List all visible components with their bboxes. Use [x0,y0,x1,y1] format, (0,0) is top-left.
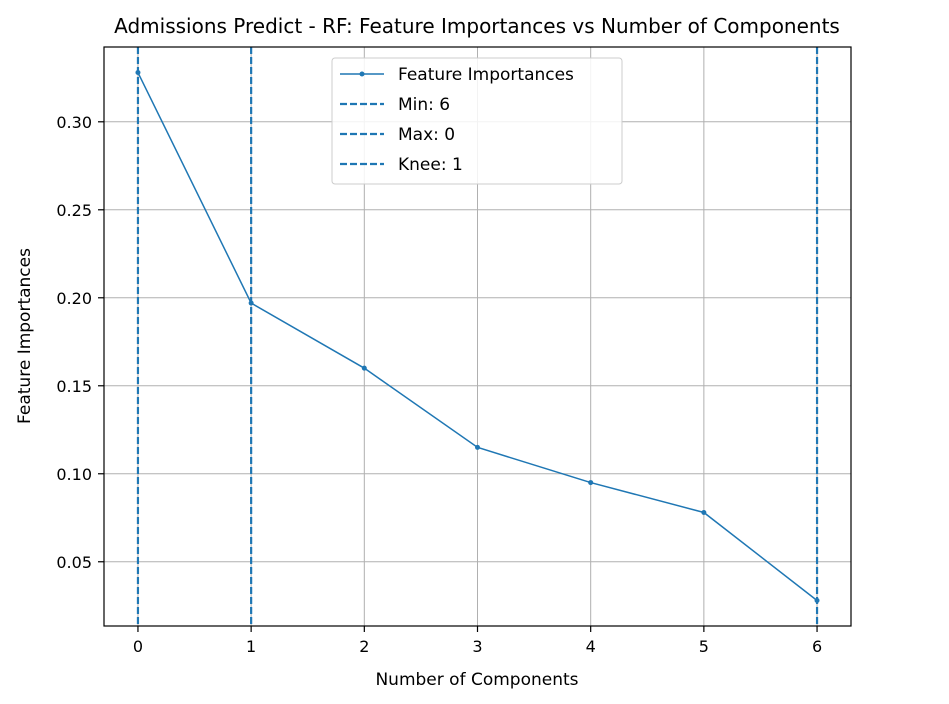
x-tick-label: 2 [359,637,369,656]
y-axis-label: Feature Importances [15,248,35,424]
data-point [361,365,367,371]
y-tick-label: 0.20 [56,289,92,308]
data-point [475,444,480,450]
x-tick-label: 4 [586,637,596,656]
y-tick-label: 0.25 [56,201,92,220]
y-tick-label: 0.30 [56,113,92,132]
x-tick-label: 1 [246,637,256,656]
legend-label-max: Max: 0 [398,125,455,145]
x-axis-label: Number of Components [375,670,578,690]
y-tick-label: 0.05 [56,553,92,572]
data-point [248,300,254,306]
legend-label-min: Min: 6 [398,95,450,115]
legend-label-knee: Knee: 1 [398,155,463,175]
x-tick-label: 3 [472,637,482,656]
legend-box [331,57,623,185]
x-axis-ticks: 0 1 2 3 4 5 6 [133,626,822,656]
chart-title: Admissions Predict - RF: Feature Importa… [114,14,840,38]
x-tick-label: 6 [812,637,822,656]
reference-lines [136,47,819,626]
legend-marker-series [359,71,365,77]
data-point [588,480,594,486]
data-point [135,70,141,76]
x-tick-label: 5 [699,637,709,656]
x-tick-label: 0 [133,637,143,656]
legend-label-series: Feature Importances [398,65,574,85]
y-tick-label: 0.10 [56,465,92,484]
y-tick-label: 0.15 [56,377,92,396]
data-point [701,509,707,515]
y-axis-ticks: 0.05 0.10 0.15 0.20 0.25 0.30 [56,113,104,572]
legend: Feature Importances Min: 6 Max: 0 Knee: … [331,57,623,185]
data-point [814,597,820,603]
data-series [135,70,820,603]
